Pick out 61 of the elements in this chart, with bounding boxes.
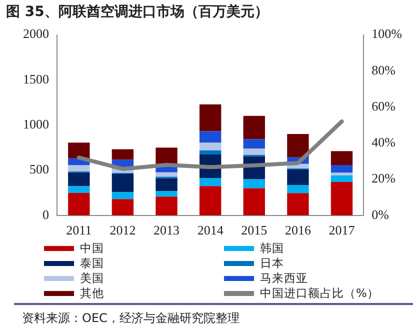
bar [243, 179, 265, 188]
y2-tick-label: 80% [372, 62, 396, 78]
legend-label: 中国进口额占比（%） [260, 286, 379, 300]
bar [68, 172, 90, 186]
bar [330, 172, 353, 176]
bar [243, 188, 265, 216]
bar [199, 131, 222, 143]
y2-tick-label: 0% [372, 206, 390, 222]
legend-label: 中国 [80, 240, 104, 256]
bar [199, 178, 222, 186]
bar [330, 182, 353, 216]
bar [68, 142, 90, 158]
bar [243, 148, 265, 155]
bar [68, 165, 90, 172]
legend-label: 泰国 [80, 256, 104, 270]
bar [112, 174, 134, 192]
y2-tick-label: 60% [372, 98, 396, 114]
x-tick-label: 2013 [154, 222, 180, 238]
legend-label: 马来西亚 [260, 270, 308, 286]
bar [287, 193, 309, 216]
x-tick-label: 2011 [66, 222, 92, 238]
bar [287, 185, 309, 194]
x-tick-label: 2014 [197, 222, 224, 238]
y2-tick-label: 40% [372, 134, 396, 150]
y-tick-label: 2000 [23, 26, 49, 42]
legend-label: 韩国 [260, 240, 284, 256]
bar [287, 169, 309, 186]
bar [330, 165, 353, 173]
bar [156, 196, 178, 216]
bar [68, 192, 90, 216]
y2-tick-label: 20% [372, 170, 396, 186]
bar [156, 191, 178, 197]
x-tick-label: 2016 [284, 222, 312, 238]
chart-title: 图 35、阿联酋空调进口市场（百万美元） [6, 3, 268, 21]
bar [330, 175, 353, 182]
y-tick-label: 1000 [23, 116, 49, 132]
legend-label: 日本 [260, 256, 284, 270]
bar [330, 151, 353, 166]
x-tick-label: 2012 [110, 222, 136, 238]
bar [199, 104, 222, 132]
y2-tick-label: 100% [372, 26, 402, 42]
y-tick-label: 0 [42, 206, 49, 222]
y-tick-label: 1500 [23, 71, 49, 86]
legend-label: 其他 [80, 286, 104, 300]
legend-label: 美国 [80, 270, 104, 286]
x-tick-label: 2017 [328, 222, 356, 238]
bar [156, 178, 178, 192]
text: 资料来源：OEC，经济与金融研究院整理 [22, 310, 240, 327]
bar [112, 199, 134, 216]
y-tick-label: 500 [30, 162, 49, 177]
bar [68, 186, 90, 193]
x-tick-label: 2015 [241, 222, 268, 238]
bar [243, 139, 265, 149]
bar [287, 134, 309, 158]
bar [156, 172, 178, 177]
bar [112, 149, 134, 160]
bar [112, 192, 134, 200]
bar [199, 142, 222, 150]
bar [199, 186, 222, 216]
bar [243, 116, 265, 140]
bar [199, 150, 222, 155]
